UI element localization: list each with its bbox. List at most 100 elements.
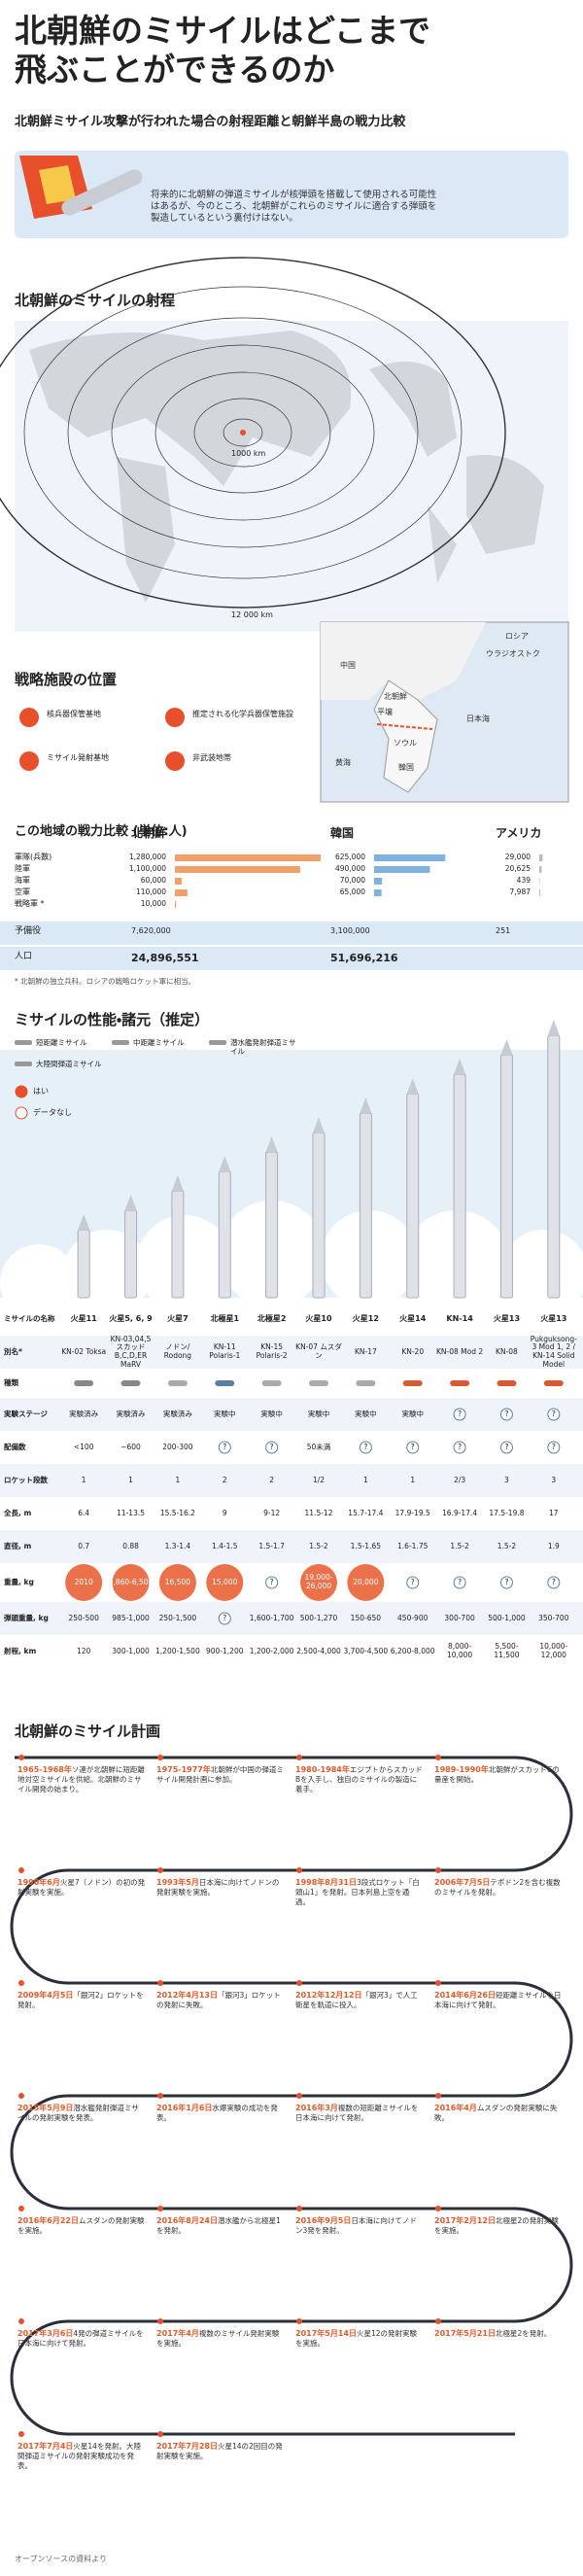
table-cell: 500-1,270 — [299, 1613, 338, 1622]
event-date: 2016年6月22日 — [17, 2216, 79, 2225]
table-cell: 9-12 — [263, 1508, 281, 1517]
event-text: 「銀河2」ロケットを発射。 — [17, 1991, 144, 2010]
table-cell: 火星12 — [352, 1314, 379, 1324]
table-cell: 火星11 — [70, 1314, 97, 1324]
event-text: 複数の短距離ミサイルを日本海に向けて発射。 — [295, 2104, 419, 2123]
section-title: この地域の戦力比較 (単位:人) — [15, 824, 188, 839]
table-cell: 0.7 — [78, 1541, 90, 1550]
table-cell: 実験済み — [116, 1409, 146, 1418]
value-label: 7,987 — [509, 888, 531, 896]
missile-icon — [61, 169, 143, 216]
rocket — [124, 1209, 138, 1299]
class-icon — [15, 1062, 32, 1066]
value-label: 490,000 — [334, 864, 365, 873]
column-header: 韓国 — [330, 826, 355, 840]
event-text: 4発の弾道ミサイルを日本海に向けて発射。 — [17, 2329, 144, 2349]
table-cell: 1,600-1,700 — [249, 1613, 294, 1622]
table-row — [0, 1336, 583, 1369]
timeline-event: 2012年12月12日「銀河3」で人工衛星を軌道に投入。 — [295, 1991, 424, 2010]
table-cell: 120 — [77, 1646, 91, 1655]
table-cell: ? — [223, 1613, 227, 1622]
force-bar — [175, 854, 321, 861]
event-date: 1989-1990年 — [434, 1765, 489, 1774]
rocket-nose — [219, 1156, 231, 1171]
table-cell: KN-17 — [354, 1346, 377, 1356]
event-date: 1975-1977年 — [156, 1765, 211, 1774]
row-header: ロケット段数 — [4, 1475, 48, 1484]
unknown-icon — [499, 1441, 513, 1454]
event-text: エジプトからスカッドBを入手し、独自のミサイルの製造に着手。 — [295, 1765, 423, 1794]
table-cell: 0.88 — [122, 1541, 139, 1550]
table-cell: 985-1,000 — [112, 1613, 150, 1622]
timeline-dot — [435, 2206, 441, 2211]
legend-icon — [165, 708, 185, 727]
title-line: 飛ぶことができるのか — [15, 50, 335, 88]
timeline-event: 2017年3月6日4発の弾道ミサイルを日本海に向けて発射。 — [17, 2329, 146, 2349]
table-cell: 17.5-19.8 — [489, 1508, 525, 1517]
event-date: 1998年8月31日 — [295, 1878, 357, 1887]
timeline-event: 2016年4月ムスダンの発射実験に失敗。 — [434, 2104, 563, 2123]
timeline-event: 2017年7月28日火星14の2回目の発射実験を実施。 — [156, 2442, 285, 2461]
event-text: 火星14を発射。大陸間弾道ミサイルの発射実験成功を発表。 — [17, 2442, 141, 2471]
timeline-dot — [157, 1867, 163, 1873]
table-cell: 10,000-12,000 — [539, 1642, 568, 1659]
unknown-icon — [547, 1576, 561, 1589]
value-label: 65,000 — [339, 888, 365, 896]
unknown-icon — [265, 1576, 279, 1589]
table-cell: 2 — [222, 1475, 227, 1484]
class-icon — [309, 1380, 328, 1386]
timeline-event: 2017年5月21日北極星2を発射。 — [434, 2329, 563, 2339]
weight-circle — [112, 1564, 150, 1601]
table-cell: ? — [363, 1442, 368, 1451]
legend-icon — [19, 708, 39, 727]
timeline-dot — [157, 2431, 163, 2437]
column-header: 北朝鮮 — [131, 826, 167, 840]
map-label: 日本海 — [466, 714, 490, 723]
row-label: 軍隊(兵数) — [15, 853, 52, 861]
force-bar — [539, 889, 540, 896]
table-row — [0, 1431, 583, 1464]
event-date: 2006年7月5日 — [434, 1878, 491, 1887]
legend-label: 推定される化学兵器保管施設 — [192, 710, 293, 718]
legend-label: はい — [33, 1087, 49, 1096]
table-cell: 1.5-2 — [450, 1541, 469, 1550]
table-background — [0, 1303, 583, 1668]
timeline-event: 1989-1990年北朝鮮がスカッドCの量産を開始。 — [434, 1765, 563, 1785]
table-cell: 実験中 — [355, 1409, 377, 1418]
section-title: 北朝鮮のミサイルの射程 — [15, 292, 176, 309]
table-cell: 2 — [269, 1475, 275, 1484]
event-date: 2017年4月 — [156, 2329, 199, 2338]
table-cell: 200-300 — [162, 1442, 193, 1451]
event-text: 複数のミサイル発射実験を実施。 — [156, 2329, 280, 2349]
table-cell: 6,200-8,000 — [390, 1646, 435, 1655]
table-cell: 250-1,500 — [158, 1613, 197, 1622]
event-text: テポドン2を含む複数のミサイルを発射。 — [434, 1878, 561, 1897]
table-row — [0, 1369, 583, 1398]
class-icon — [356, 1380, 376, 1386]
force-bar — [175, 878, 183, 885]
table-cell: 11-13.5 — [117, 1508, 146, 1517]
table-cell: 火星14 — [399, 1314, 427, 1324]
land — [29, 331, 544, 603]
unknown-icon — [265, 1441, 279, 1454]
table-cell: 1 — [362, 1475, 368, 1484]
table-cell: 350-700 — [538, 1613, 569, 1622]
weight-circle — [158, 1564, 196, 1601]
value-label: 1,280,000 — [128, 853, 166, 861]
table-cell: 火星7 — [167, 1314, 189, 1324]
event-date: 2012年4月13日 — [156, 1991, 218, 2000]
table-cell: KN-14 — [446, 1314, 473, 1324]
table-cell: 実験中 — [260, 1409, 283, 1418]
source: オープンソースの資料より — [15, 2555, 107, 2563]
range-rings — [0, 257, 506, 609]
event-date: 1980-1984年 — [295, 1765, 350, 1774]
table-cell: <100 — [73, 1442, 94, 1451]
unknown-icon — [406, 1576, 420, 1589]
legend-icon — [165, 751, 185, 771]
rocket-nose — [171, 1175, 184, 1191]
event-text: 火星14の2回目の発射実験を実施。 — [156, 2442, 283, 2461]
legend-label: 核兵器保管基地 — [47, 710, 101, 718]
rocket — [218, 1170, 231, 1299]
timeline-event: 1975-1977年北朝鮮が中国の弾道ミサイル開発計画に参加。 — [156, 1765, 285, 1785]
event-date: 2016年3月 — [295, 2104, 338, 2112]
